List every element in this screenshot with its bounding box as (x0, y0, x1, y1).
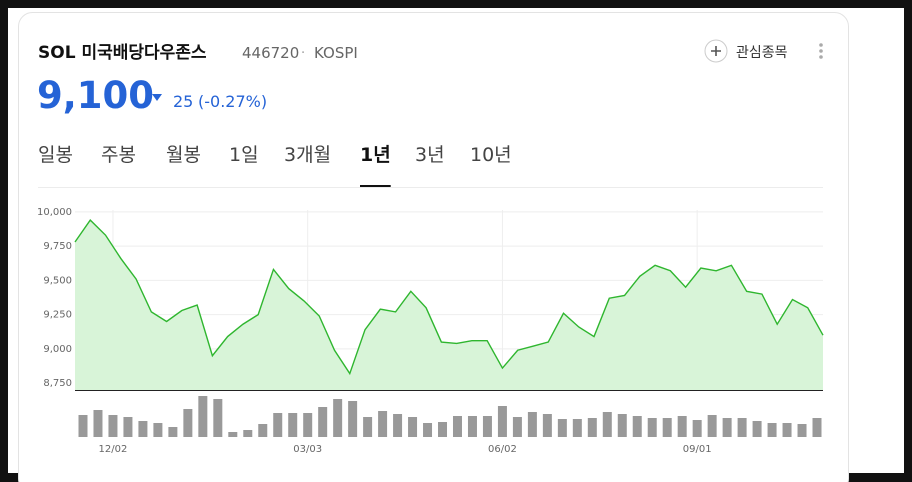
y-tick-label: 9,500 (43, 275, 72, 286)
volume-bar (812, 418, 822, 437)
more-menu[interactable] (819, 43, 823, 59)
volume-bar (767, 423, 777, 437)
volume-bar (797, 424, 807, 437)
price: 9,100 (37, 74, 154, 117)
volume-bar (752, 421, 762, 437)
volume-bar (393, 414, 403, 437)
volume-bar (662, 418, 672, 437)
price-area (75, 220, 823, 390)
y-tick-label: 9,250 (43, 310, 72, 321)
stock-code: 446720 (242, 44, 299, 62)
volume-bar (512, 417, 522, 437)
volume-bar (258, 424, 268, 437)
volume-bar (542, 414, 552, 437)
volume-bar (363, 417, 373, 437)
volume-bar (93, 410, 103, 437)
volume-bar (632, 416, 642, 437)
plus-sign (711, 46, 721, 56)
volume-bar (557, 419, 567, 437)
volume-bar (617, 414, 627, 437)
tab[interactable]: 주봉 (101, 144, 136, 166)
volume-bar (198, 396, 208, 437)
volume-bar (123, 417, 133, 437)
y-tick-label: 9,750 (43, 241, 72, 252)
volume-bar (138, 421, 148, 437)
volume-bar (527, 412, 537, 437)
volume-bar (572, 419, 582, 437)
volume-bar (333, 399, 343, 437)
volume-bar (228, 432, 238, 437)
price-line (74, 218, 824, 376)
volume-bar (677, 416, 687, 437)
volume-bar (497, 406, 507, 437)
volume-bar (153, 423, 163, 437)
volume-bar (408, 417, 418, 437)
volume-bar (183, 409, 193, 437)
x-tick-label: 12/02 (99, 444, 128, 455)
volume-bar (348, 401, 358, 437)
watch-button[interactable]: 관심종목 (704, 39, 788, 63)
volume-bar (482, 416, 492, 437)
tab[interactable]: 3년 (415, 144, 445, 166)
volume-bar (78, 415, 88, 437)
volume-bar (288, 413, 298, 437)
volume-bar (303, 413, 313, 437)
volume-bar (438, 422, 448, 437)
change-percent: (-0.27%) (198, 92, 267, 111)
volume-bar (602, 412, 612, 437)
change: 25 (173, 92, 193, 111)
y-tick-label: 9,000 (43, 344, 72, 355)
volume-bar (318, 407, 328, 437)
x-tick-label: 06/02 (488, 444, 517, 455)
volume-bar (467, 416, 477, 437)
tab[interactable]: 3개월 (284, 144, 331, 166)
volume-bar (707, 415, 717, 437)
tab[interactable]: 월봉 (166, 144, 201, 166)
volume-bar (452, 416, 462, 437)
volume-bar (737, 418, 747, 437)
volume-bar (647, 418, 657, 437)
tab[interactable]: 1일 (229, 144, 259, 166)
volume-bar (692, 420, 702, 437)
watch-label: 관심종목 (736, 45, 788, 61)
y-tick-label: 8,750 (43, 378, 72, 389)
volume-bar (213, 399, 223, 437)
volume-bar (782, 423, 792, 437)
x-tick-label: 03/03 (293, 444, 322, 455)
market: KOSPI (314, 44, 358, 62)
tab[interactable]: 10년 (470, 144, 512, 166)
tab[interactable]: 일봉 (38, 144, 73, 166)
separator: · (301, 46, 305, 61)
volume-bar (108, 415, 118, 437)
volume-bar (722, 418, 732, 437)
active-tab-underline (360, 185, 391, 187)
stock-name: SOL 미국배당다우존스 (38, 43, 207, 63)
volume-bar (243, 430, 253, 437)
down-arrow (152, 94, 162, 101)
volume-bar (168, 427, 178, 437)
y-tick-label: 10,000 (37, 207, 72, 218)
tab[interactable]: 1년 (360, 144, 391, 166)
x-tick-label: 09/01 (683, 444, 712, 455)
volume-bar (273, 413, 283, 437)
volume-bar (423, 423, 433, 437)
volume-bar (378, 411, 388, 437)
volume-bar (587, 418, 597, 437)
